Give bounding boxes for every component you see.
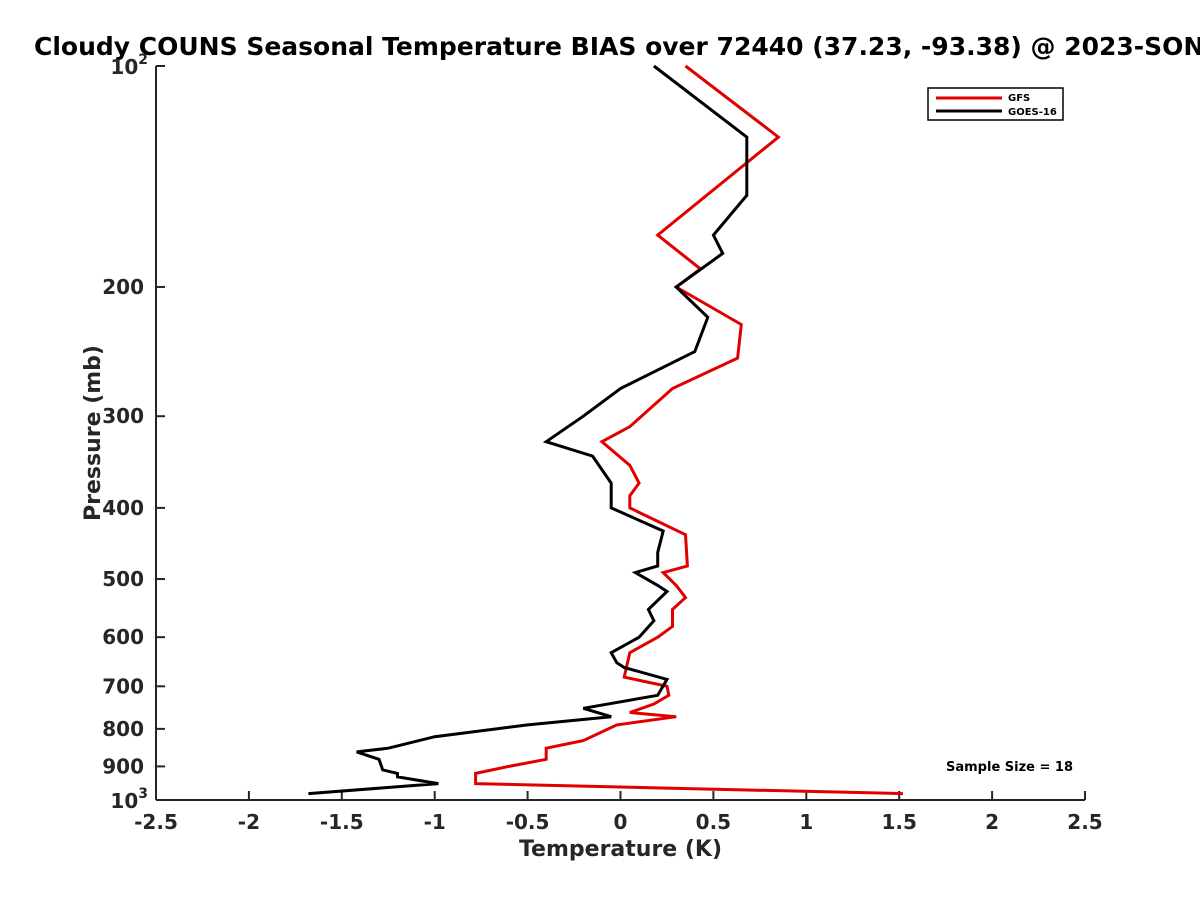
legend-box [927, 87, 1064, 121]
x-tick-label: -2 [238, 810, 260, 834]
x-tick-label: -2.5 [134, 810, 178, 834]
x-axis-label: Temperature (K) [519, 837, 722, 862]
x-tick-label: -1 [424, 810, 446, 834]
series-group [308, 64, 903, 796]
x-tick-label: 0 [614, 810, 628, 834]
y-tick-label: 500 [102, 567, 144, 591]
sample-size-annotation: Sample Size = 18 [946, 760, 1073, 775]
y-tick-exponent: 3 [138, 786, 148, 802]
plot-area: -2.5 -2 -1.5 -1 -0.5 0 0.5 1 1.5 2 2.5 10220030040… [102, 52, 1102, 834]
x-tick-label: 2.5 [1067, 810, 1102, 834]
legend: GFS GOES-16 [927, 87, 1064, 121]
y-tick-label: 103 [110, 786, 148, 813]
x-ticks: -2.5 -2 -1.5 -1 -0.5 0 0.5 1 1.5 2 2.5 [134, 791, 1103, 834]
x-tick-label: 0.5 [696, 810, 731, 834]
y-tick-label: 102 [110, 52, 148, 79]
y-tick-label: 400 [102, 496, 144, 520]
x-tick-label: 1.5 [881, 810, 916, 834]
legend-label-gfs: GFS [1008, 93, 1030, 104]
y-axis-label: Pressure (mb) [81, 345, 106, 521]
x-tick-label: -0.5 [506, 810, 550, 834]
series-line-gfs [474, 64, 903, 796]
y-tick-base: 10 [110, 789, 138, 813]
x-tick-label: 2 [985, 810, 999, 834]
y-tick-exponent: 2 [138, 52, 148, 68]
chart-title: Cloudy COUNS Seasonal Temperature BIAS o… [34, 32, 1200, 61]
y-tick-base: 10 [110, 55, 138, 79]
series-line-goes-16 [308, 64, 749, 796]
x-tick-label: -1.5 [320, 810, 364, 834]
y-tick-label: 600 [102, 625, 144, 649]
y-tick-label: 900 [102, 754, 144, 778]
y-tick-label: 700 [102, 674, 144, 698]
y-tick-label: 300 [102, 404, 144, 428]
legend-label-goes16: GOES-16 [1008, 107, 1057, 118]
x-tick-label: 1 [799, 810, 813, 834]
y-tick-label: 800 [102, 717, 144, 741]
y-tick-label: 200 [102, 275, 144, 299]
